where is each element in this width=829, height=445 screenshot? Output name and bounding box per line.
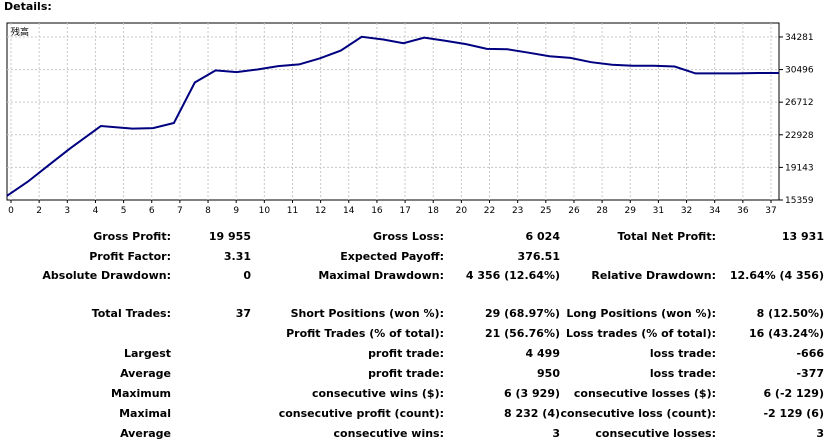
largest-profit-value: 4 499 <box>525 347 560 360</box>
x-tick-label: 29 <box>625 206 637 216</box>
profit-trades-label: Profit Trades (% of total): <box>286 327 444 340</box>
balance-series-line <box>6 35 779 197</box>
x-tick-label: 32 <box>681 206 692 216</box>
x-tick-label: 37 <box>765 206 776 216</box>
y-tick-label: 22928 <box>785 131 814 141</box>
y-tick-label: 19143 <box>785 163 814 173</box>
largest-label: Largest <box>124 347 171 360</box>
y-tick-label: 34281 <box>785 33 814 43</box>
x-tick-label: 6 <box>149 206 155 216</box>
profit-trades-value: 21 (56.76%) <box>484 327 560 340</box>
x-tick-label: 22 <box>484 206 495 216</box>
x-tick-label: 2 <box>36 206 42 216</box>
x-tick-label: 26 <box>568 206 580 216</box>
max-consec-wins-value: 6 (3 929) <box>504 387 560 400</box>
short-positions-label: Short Positions (won %): <box>290 307 444 320</box>
maximal-drawdown-value: 4 356 (12.64%) <box>465 269 560 282</box>
maximal-consec-profit-value: 8 232 (4) <box>504 407 560 420</box>
avg-consec-losses-label: consecutive losses: <box>595 427 716 440</box>
absolute-drawdown-value: 0 <box>243 269 251 282</box>
gross-profit-value: 19 955 <box>208 230 251 243</box>
details-title: Details: <box>4 0 52 13</box>
x-tick-label: 23 <box>512 206 523 216</box>
x-tick-label: 17 <box>399 206 410 216</box>
profit-factor-value: 3.31 <box>223 250 251 263</box>
avg-consec-wins-label: consecutive wins: <box>333 427 444 440</box>
max-consec-losses-label: consecutive losses ($): <box>573 387 716 400</box>
x-tick-label: 25 <box>540 206 551 216</box>
long-positions-value: 8 (12.50%) <box>756 307 824 320</box>
maximal-consec-loss-value: -2 129 (6) <box>763 407 824 420</box>
profit-factor-label: Profit Factor: <box>89 250 171 263</box>
x-tick-label: 31 <box>653 206 664 216</box>
relative-drawdown-value: 12.64% (4 356) <box>729 269 824 282</box>
gross-loss-value: 6 024 <box>525 230 560 243</box>
average-profit-value: 950 <box>537 367 560 380</box>
x-tick-label: 20 <box>456 206 468 216</box>
x-tick-label: 7 <box>177 206 183 216</box>
largest-profit-label: profit trade: <box>368 347 444 360</box>
x-tick-label: 16 <box>371 206 383 216</box>
avg-consec-wins-value: 3 <box>552 427 560 440</box>
average2-label: Average <box>120 427 171 440</box>
x-tick-label: 12 <box>315 206 326 216</box>
x-tick-label: 14 <box>343 206 355 216</box>
x-tick-label: 28 <box>596 206 608 216</box>
x-tick-label: 3 <box>64 206 70 216</box>
loss-trades-value: 16 (43.24%) <box>748 327 824 340</box>
total-net-profit-label: Total Net Profit: <box>617 230 717 243</box>
maximal-consec-loss-label: consecutive loss (count): <box>560 407 716 420</box>
maximum-label: Maximum <box>111 387 171 400</box>
long-positions-label: Long Positions (won %): <box>566 307 716 320</box>
loss-trades-label: Loss trades (% of total): <box>565 327 716 340</box>
y-tick-label: 26712 <box>785 98 814 108</box>
max-consec-losses-value: 6 (-2 129) <box>763 387 824 400</box>
chart-plot-area <box>6 22 780 201</box>
absolute-drawdown-label: Absolute Drawdown: <box>42 269 171 282</box>
total-net-profit-value: 13 931 <box>781 230 824 243</box>
expected-payoff-label: Expected Payoff: <box>340 250 444 263</box>
largest-loss-value: -666 <box>796 347 824 360</box>
maximal-label: Maximal <box>119 407 171 420</box>
total-trades-label: Total Trades: <box>91 307 171 320</box>
x-tick-label: 9 <box>233 206 239 216</box>
y-tick-label: 30496 <box>785 66 814 76</box>
expected-payoff-value: 376.51 <box>517 250 560 263</box>
avg-consec-losses-value: 3 <box>816 427 824 440</box>
x-tick-label: 11 <box>287 206 298 216</box>
short-positions-value: 29 (68.97%) <box>484 307 560 320</box>
x-tick-label: 18 <box>427 206 439 216</box>
x-tick-label: 34 <box>709 206 721 216</box>
maximal-drawdown-label: Maximal Drawdown: <box>318 269 444 282</box>
maximal-consec-profit-label: consecutive profit (count): <box>278 407 444 420</box>
x-tick-label: 36 <box>737 206 749 216</box>
chart-legend-label: 残高 <box>11 26 29 38</box>
x-tick-label: 10 <box>259 206 271 216</box>
x-tick-label: 4 <box>93 206 99 216</box>
x-axis-ticks: 0 2 3 4 5 6 7 8 9 10 11 12 14 16 17 18 20 22 23 25 26 28 29 31 3… <box>8 200 777 216</box>
average-label: Average <box>120 367 171 380</box>
y-tick-label: 15359 <box>785 196 814 206</box>
largest-loss-label: loss trade: <box>649 347 716 360</box>
x-tick-label: 8 <box>205 206 211 216</box>
total-trades-value: 37 <box>235 307 251 320</box>
average-profit-label: profit trade: <box>368 367 444 380</box>
y-axis-ticks: 34281 30496 26712 22928 19143 15359 <box>779 33 814 206</box>
max-consec-wins-label: consecutive wins ($): <box>311 387 444 400</box>
gross-loss-label: Gross Loss: <box>373 230 444 243</box>
average-loss-label: loss trade: <box>649 367 716 380</box>
relative-drawdown-label: Relative Drawdown: <box>591 269 716 282</box>
gross-profit-label: Gross Profit: <box>93 230 171 243</box>
x-tick-label: 5 <box>121 206 127 216</box>
average-loss-value: -377 <box>796 367 824 380</box>
x-tick-label: 0 <box>8 206 14 216</box>
